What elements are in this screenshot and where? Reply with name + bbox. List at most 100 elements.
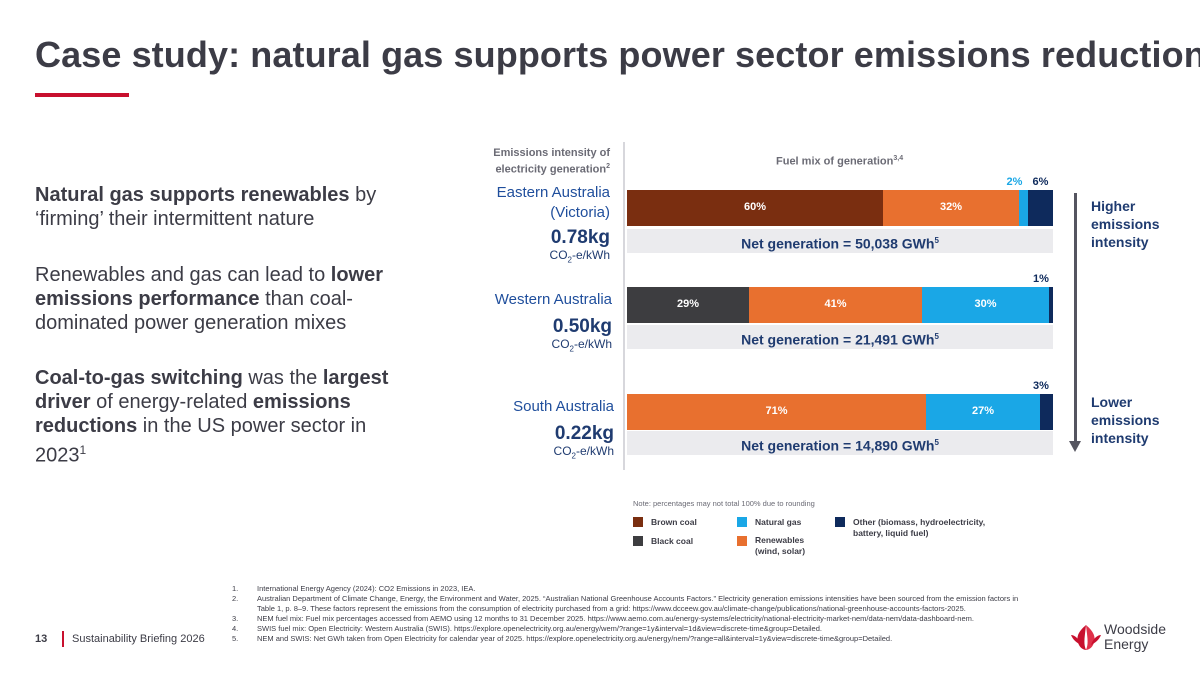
unit-prefix: CO bbox=[549, 248, 568, 262]
higher-emissions-label: Higher emissions intensity bbox=[1091, 198, 1160, 250]
p1-rest: by ‘firming’ their intermittent nature bbox=[35, 184, 377, 230]
region-south-australia: South Australia bbox=[513, 398, 614, 415]
bar-segment-renewables bbox=[883, 190, 1019, 226]
intensity-south-australia: 0.22kg bbox=[554, 423, 614, 444]
net-gen-sup: 5 bbox=[934, 236, 939, 245]
footnote-4: 4. SWIS fuel mix: Open Electricity: Weste… bbox=[232, 624, 1032, 634]
page-number: 13 bbox=[35, 633, 48, 645]
bar-segment-renewables bbox=[627, 394, 926, 430]
legend-swatch-other bbox=[835, 517, 845, 527]
unit-sub: 2 bbox=[569, 344, 574, 354]
bar-segment-other bbox=[1049, 287, 1053, 323]
bar-value-label: 29% bbox=[676, 298, 700, 310]
footnote-number: 1. bbox=[232, 584, 239, 593]
logo-line-1: Woodside bbox=[1104, 621, 1167, 637]
bar-value-label: 2% bbox=[1006, 176, 1023, 188]
bar-value-label: 41% bbox=[824, 298, 847, 310]
fuel-mix-bar-western-australia: 29% 41% 30% 1% bbox=[627, 273, 1053, 323]
legend-swatch-natural-gas bbox=[737, 517, 747, 527]
lower-emissions-label: Lower emissions intensity bbox=[1091, 394, 1160, 446]
bar-segment-brown-coal bbox=[627, 190, 883, 226]
net-generation-western-australia: Net generation = 21,491 GWh5 bbox=[627, 325, 1053, 349]
p3-a: was the bbox=[242, 367, 323, 389]
footnote-number: 4. bbox=[232, 624, 239, 633]
intensity-eastern-australia: 0.78kg bbox=[550, 227, 610, 248]
fuel-mix-header-sup: 3,4 bbox=[893, 155, 904, 162]
net-gen-sup: 5 bbox=[934, 332, 939, 341]
woodside-logo-icon bbox=[1071, 625, 1101, 650]
unit-suffix: -e/kWh bbox=[575, 444, 614, 458]
page-title: Case study: natural gas supports power s… bbox=[35, 34, 1200, 75]
intensity-header-text: Emissions intensity of electricity gener… bbox=[493, 147, 610, 176]
p3-bold2: largest driver bbox=[35, 367, 389, 413]
footnote-3: 3. NEM fuel mix: Fuel mix percentages acc… bbox=[232, 614, 1032, 624]
bar-value-label: 60% bbox=[743, 201, 767, 213]
unit-suffix: -e/kWh bbox=[571, 248, 610, 262]
p2-b: than coal-dominated power generation mix… bbox=[35, 288, 353, 334]
bar-segment-other bbox=[1028, 190, 1053, 226]
intensity-column-header: Emissions intensity of electricity gener… bbox=[470, 147, 610, 177]
bar-value-label: 1% bbox=[1033, 273, 1049, 285]
unit-sub: 2 bbox=[567, 255, 572, 265]
unit-western-australia: CO2-e/kWh bbox=[462, 337, 612, 353]
logo-line-2: Energy bbox=[1104, 636, 1149, 652]
column-divider bbox=[623, 142, 625, 470]
fuel-mix-column-header: Fuel mix of generation3,4 bbox=[776, 155, 903, 168]
rounding-note: Note: percentages may not total 100% due… bbox=[633, 499, 815, 508]
net-generation-eastern-australia: Net generation = 50,038 GWh5 bbox=[627, 229, 1053, 253]
document-title: Sustainability Briefing 2026 bbox=[72, 633, 205, 645]
legend-label-renewables: Renewables (wind, solar) bbox=[755, 535, 806, 556]
footnote-text: SWIS fuel mix: Open Electricity: Western… bbox=[257, 624, 822, 633]
bar-segment-natural-gas bbox=[1019, 190, 1028, 226]
bar-value-label: 3% bbox=[1033, 380, 1049, 392]
footer-divider bbox=[62, 631, 64, 647]
title-underline bbox=[35, 93, 129, 97]
bar-segment-renewables bbox=[749, 287, 922, 323]
arrow-down-icon bbox=[1069, 441, 1081, 452]
legend-label-brown-coal: Brown coal bbox=[651, 517, 697, 527]
legend-label-other: Other (biomass, hydroelectricity, batter… bbox=[853, 517, 986, 538]
footnote-number: 2. bbox=[232, 594, 239, 603]
bar-value-label: 71% bbox=[765, 405, 788, 417]
paragraph-firming: Natural gas supports renewables by ‘firm… bbox=[35, 183, 395, 231]
net-gen-sup: 5 bbox=[934, 438, 939, 447]
footnotes: 1. International Energy Agency (2024): CO… bbox=[232, 584, 1032, 644]
unit-prefix: CO bbox=[553, 444, 572, 458]
p1-bold: Natural gas supports renewables bbox=[35, 184, 350, 206]
footnote-text: NEM fuel mix: Fuel mix percentages acces… bbox=[257, 614, 974, 623]
p3-c: in the US power sector in 2023 bbox=[35, 415, 367, 467]
bar-segment-natural-gas bbox=[926, 394, 1040, 430]
intensity-header-sup: 2 bbox=[606, 163, 610, 170]
footnote-1: 1. International Energy Agency (2024): CO… bbox=[232, 584, 1032, 594]
p3-bold1: Coal-to-gas switching bbox=[35, 367, 243, 389]
legend-swatch-brown-coal bbox=[633, 517, 643, 527]
bar-value-label: 6% bbox=[1032, 176, 1049, 188]
bar-segment-black-coal bbox=[627, 287, 749, 323]
footnote-number: 3. bbox=[232, 614, 239, 623]
legend-label-natural-gas: Natural gas bbox=[755, 517, 802, 527]
p2-bold: lower emissions performance bbox=[35, 264, 384, 310]
legend-swatch-black-coal bbox=[633, 536, 643, 546]
intensity-western-australia: 0.50kg bbox=[552, 316, 612, 337]
p3-bold3: emissions reductions bbox=[35, 391, 351, 437]
bar-value-label: 30% bbox=[974, 298, 997, 310]
paragraph-coal-to-gas: Coal-to-gas switching was the largest dr… bbox=[35, 366, 395, 468]
fuel-mix-header-text: Fuel mix of generation bbox=[776, 155, 894, 168]
legend-label-black-coal: Black coal bbox=[651, 536, 694, 546]
unit-sub: 2 bbox=[571, 451, 576, 461]
p2-a: Renewables and gas can lead to bbox=[35, 264, 331, 286]
region-western-australia: Western Australia bbox=[494, 291, 612, 308]
intensity-arrow-shaft bbox=[1074, 193, 1077, 443]
region-eastern-australia: Eastern Australia (Victoria) bbox=[496, 184, 610, 221]
unit-eastern-australia: CO2-e/kWh bbox=[460, 248, 610, 264]
net-gen-text: Net generation = 21,491 GWh bbox=[741, 331, 935, 348]
footnote-text: Australian Department of Climate Change,… bbox=[257, 594, 1019, 613]
footnote-5: 5. NEM and SWIS: Net GWh taken from Open … bbox=[232, 634, 1032, 644]
footnote-text: NEM and SWIS: Net GWh taken from Open El… bbox=[257, 634, 893, 643]
logo-wordmark: Woodside Energy bbox=[1104, 622, 1166, 652]
unit-south-australia: CO2-e/kWh bbox=[464, 444, 614, 460]
footnote-2: 2. Australian Department of Climate Chang… bbox=[232, 594, 1032, 614]
bar-value-label: 27% bbox=[971, 405, 995, 417]
footnote-text: International Energy Agency (2024): CO2 … bbox=[257, 584, 476, 593]
unit-suffix: -e/kWh bbox=[573, 337, 612, 351]
